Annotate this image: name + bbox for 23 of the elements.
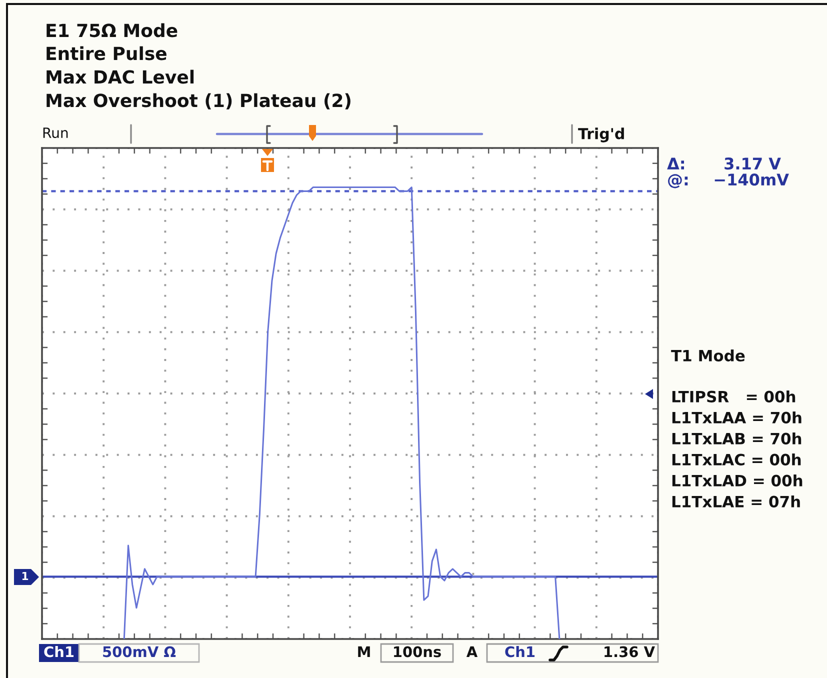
text: A	[466, 646, 478, 657]
text: @:	[668, 174, 688, 188]
text: 1	[22, 572, 28, 580]
text: −140mV	[714, 174, 789, 186]
text: L1TxLAD = 00h	[672, 474, 802, 486]
text: Ch1	[505, 646, 535, 658]
text: Δ:	[667, 158, 684, 170]
chart-title: E1 75Ω Mode	[46, 23, 178, 38]
text: Run	[43, 128, 68, 138]
text: L1TxLAE = 07h	[672, 496, 800, 508]
text: 500mV Ω	[103, 646, 176, 658]
chart-subtitle: Entire Pulse Max DAC Level Max Overshoot (1) Plateau (2)	[46, 46, 350, 110]
text: 100ns	[394, 646, 441, 658]
text: 1.36 V	[604, 646, 655, 658]
text: L1TxLAB = 70h	[672, 432, 802, 444]
text: L1TxLAA = 70h	[672, 412, 802, 424]
text: Trig'd	[578, 128, 624, 142]
text: T1 Mode	[671, 350, 745, 362]
text: Ch1	[44, 646, 74, 658]
text: LTIPSR = 00h	[672, 390, 796, 402]
text: L1TxLAC = 00h	[672, 454, 801, 466]
text: 3.17 V	[724, 158, 781, 170]
text: M	[358, 646, 370, 657]
